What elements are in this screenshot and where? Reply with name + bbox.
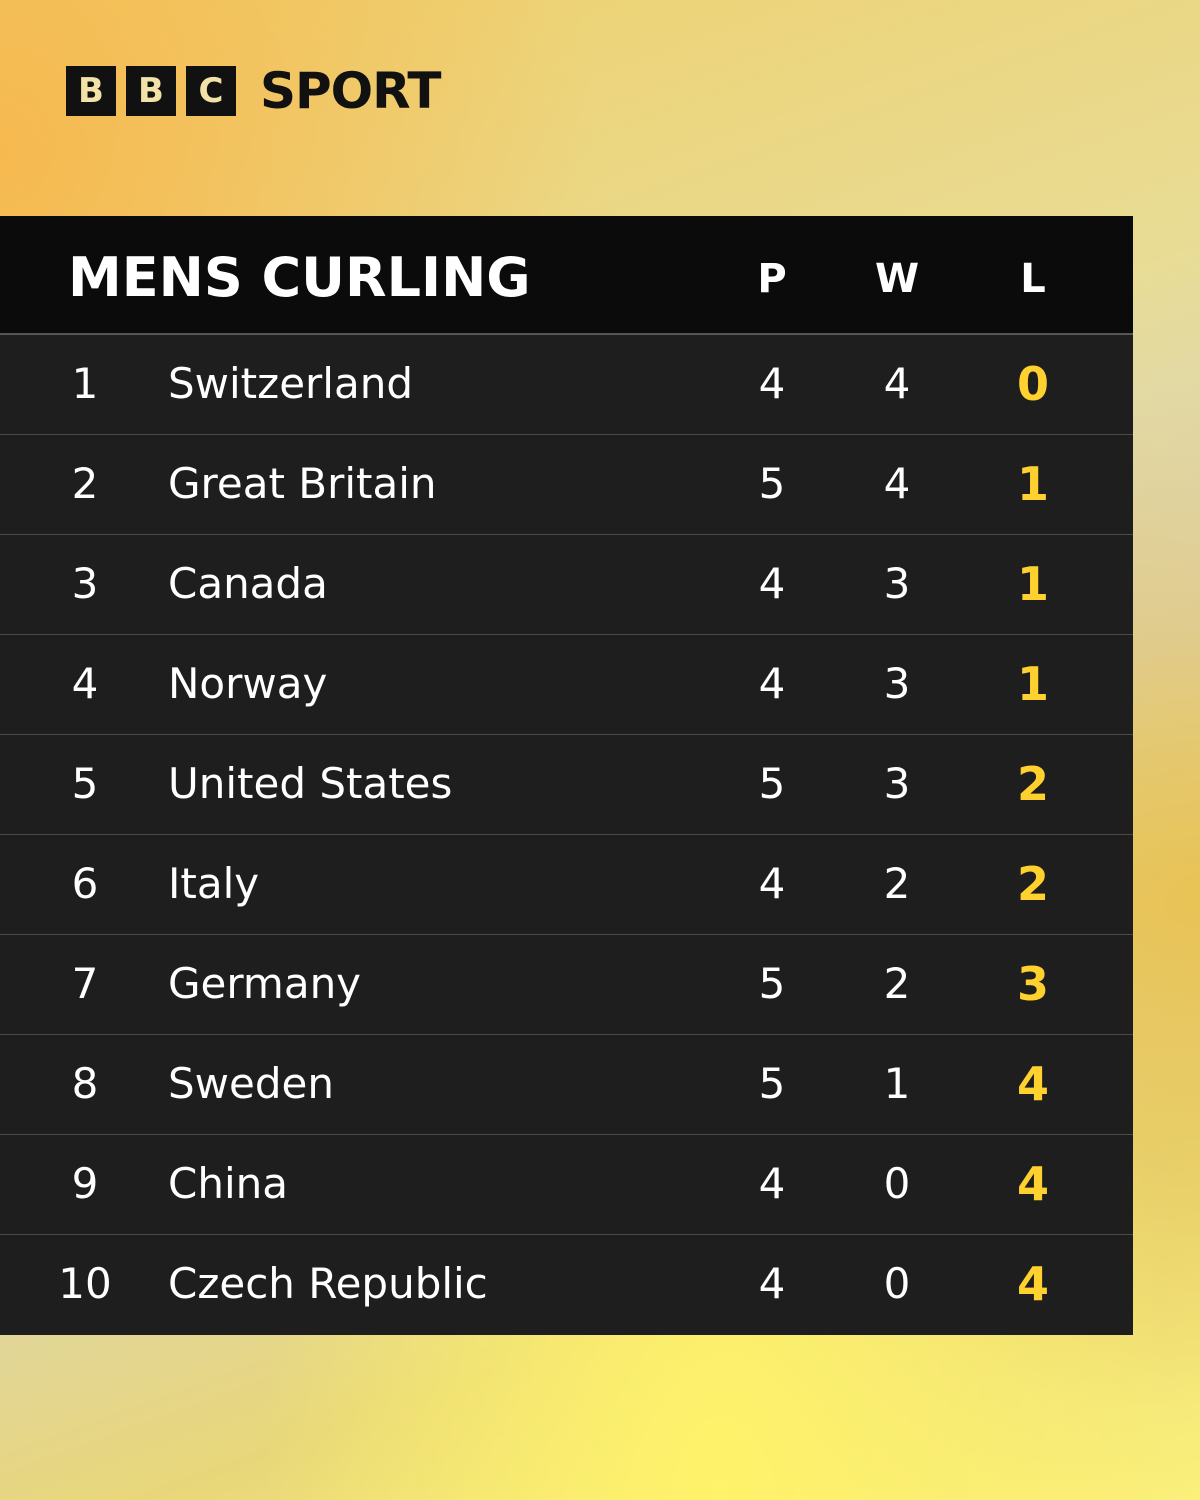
lost: 1 — [1016, 657, 1049, 711]
standings-table: MENS CURLING P W L 1 Switzerland 4 4 0 2 Great… — [0, 216, 1133, 1335]
won: 0 — [883, 1159, 911, 1208]
won: 4 — [883, 359, 911, 408]
lost: 4 — [1016, 1157, 1049, 1211]
won: 3 — [883, 559, 911, 608]
played: 5 — [758, 1059, 786, 1108]
played: 4 — [758, 559, 786, 608]
rank: 3 — [71, 559, 99, 608]
table-row: 7 Germany 5 2 3 — [0, 935, 1133, 1035]
table-row: 8 Sweden 5 1 4 — [0, 1035, 1133, 1135]
team-name: Germany — [168, 959, 362, 1008]
lost: 1 — [1016, 457, 1049, 511]
team-name: Italy — [168, 859, 260, 908]
rank: 7 — [71, 959, 99, 1008]
won: 3 — [883, 759, 911, 808]
played: 4 — [758, 359, 786, 408]
table-row: 2 Great Britain 5 4 1 — [0, 435, 1133, 535]
column-header: P — [757, 256, 787, 302]
table-body: 1 Switzerland 4 4 0 2 Great Britain 5 4 1 3 Canada 4… — [0, 335, 1133, 1335]
played: 5 — [758, 459, 786, 508]
table-row: 4 Norway 4 3 1 — [0, 635, 1133, 735]
column-header: L — [1020, 256, 1046, 302]
team-name: China — [168, 1159, 288, 1208]
played: 5 — [758, 759, 786, 808]
lost: 2 — [1016, 757, 1049, 811]
rank: 8 — [71, 1059, 99, 1108]
lost: 3 — [1016, 957, 1049, 1011]
table-row: 1 Switzerland 4 4 0 — [0, 335, 1133, 435]
lost: 1 — [1016, 557, 1049, 611]
played: 5 — [758, 959, 786, 1008]
won: 0 — [883, 1259, 911, 1308]
team-name: Czech Republic — [168, 1259, 488, 1308]
table-header: MENS CURLING P W L — [0, 216, 1133, 335]
team-name: Switzerland — [168, 359, 413, 408]
rank: 4 — [71, 659, 99, 708]
rank: 1 — [71, 359, 99, 408]
logo-letter: C — [186, 66, 236, 116]
logo-letter: B — [66, 66, 116, 116]
won: 3 — [883, 659, 911, 708]
lost: 4 — [1016, 1257, 1049, 1311]
team-name: Great Britain — [168, 459, 437, 508]
team-name: United States — [168, 759, 453, 808]
rank: 2 — [71, 459, 99, 508]
team-name: Canada — [168, 559, 328, 608]
table-row: 9 China 4 0 4 — [0, 1135, 1133, 1235]
table-row: 10 Czech Republic 4 0 4 — [0, 1235, 1133, 1335]
column-header: W — [874, 256, 920, 302]
played: 4 — [758, 659, 786, 708]
logo-text: SPORT — [260, 62, 442, 120]
lost: 0 — [1016, 357, 1049, 411]
won: 2 — [883, 959, 911, 1008]
rank: 9 — [71, 1159, 99, 1208]
table-row: 6 Italy 4 2 2 — [0, 835, 1133, 935]
won: 2 — [883, 859, 911, 908]
team-name: Sweden — [168, 1059, 334, 1108]
lost: 4 — [1016, 1057, 1049, 1111]
table-row: 5 United States 5 3 2 — [0, 735, 1133, 835]
rank: 5 — [71, 759, 99, 808]
rank: 10 — [58, 1259, 112, 1308]
lost: 2 — [1016, 857, 1049, 911]
table-title: MENS CURLING — [68, 246, 531, 309]
played: 4 — [758, 1159, 786, 1208]
rank: 6 — [71, 859, 99, 908]
won: 1 — [883, 1059, 911, 1108]
played: 4 — [758, 1259, 786, 1308]
table-row: 3 Canada 4 3 1 — [0, 535, 1133, 635]
team-name: Norway — [168, 659, 328, 708]
won: 4 — [883, 459, 911, 508]
played: 4 — [758, 859, 786, 908]
logo-letter: B — [126, 66, 176, 116]
